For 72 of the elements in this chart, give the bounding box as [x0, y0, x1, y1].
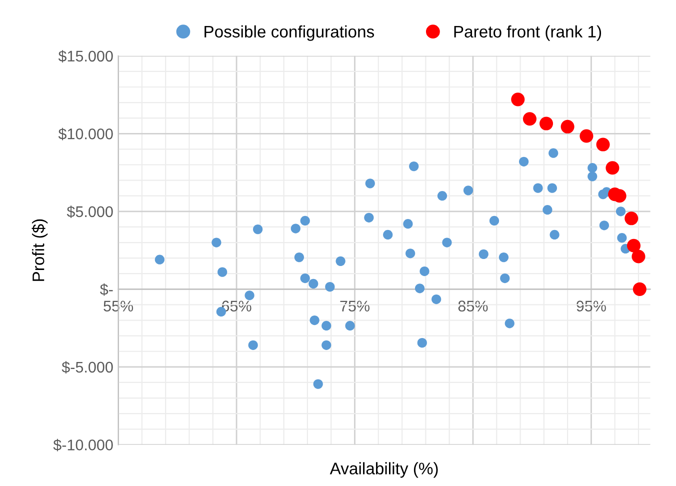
y-tick-label: $15.000: [58, 50, 113, 62]
y-tick-label: $-5.000: [62, 361, 113, 374]
point: [154, 254, 164, 264]
y-tick-label: $5.000: [66, 206, 113, 218]
point: [617, 233, 627, 243]
legend-label: Possible configurations: [204, 25, 374, 41]
point: [403, 219, 413, 229]
point: [533, 183, 543, 193]
point: [550, 230, 560, 240]
point: [632, 282, 646, 296]
y-axis-title: Profit ($): [32, 219, 48, 281]
point: [409, 162, 419, 172]
point: [588, 163, 598, 173]
point: [336, 256, 346, 266]
point: [599, 220, 610, 230]
y-tick-label: $10.000: [58, 128, 113, 140]
point: [420, 266, 430, 276]
point: [365, 178, 375, 188]
point: [547, 183, 557, 193]
x-tick-label: 55%: [104, 300, 134, 312]
point: [325, 282, 335, 292]
point: [345, 320, 355, 331]
point: [626, 238, 641, 252]
point: [542, 205, 552, 215]
point: [364, 212, 374, 222]
y-tick-label: $-10.000: [53, 438, 113, 452]
point: [522, 112, 536, 126]
point: [606, 161, 620, 175]
point: [437, 191, 448, 201]
point: [290, 224, 300, 234]
point: [218, 267, 228, 277]
point: [432, 294, 442, 304]
point: [442, 238, 452, 248]
point: [463, 186, 474, 196]
point: [248, 340, 258, 350]
point: [313, 379, 323, 389]
point: [478, 249, 488, 259]
point: [489, 216, 500, 226]
point: [580, 129, 594, 143]
point: [294, 252, 304, 262]
point: [632, 250, 646, 264]
point: [504, 318, 514, 328]
point: [300, 273, 310, 284]
point: [548, 148, 558, 158]
point: [511, 92, 525, 106]
point: [417, 338, 427, 348]
x-tick-label: 85%: [458, 300, 488, 312]
point: [406, 248, 416, 258]
point: [624, 212, 638, 226]
point: [616, 206, 626, 216]
point: [588, 172, 598, 182]
point: [560, 120, 574, 134]
point: [252, 224, 263, 234]
point: [414, 284, 425, 294]
point: [540, 116, 554, 130]
x-axis-title: Availability (%): [330, 462, 438, 478]
point: [212, 238, 222, 248]
point: [383, 230, 393, 240]
x-tick-label: 75%: [340, 300, 370, 312]
point: [500, 273, 510, 284]
point: [310, 315, 320, 326]
point: [322, 320, 332, 331]
point: [596, 138, 610, 152]
x-tick-label: 95%: [576, 300, 606, 312]
point: [308, 278, 318, 289]
point: [300, 216, 310, 226]
y-tick-label: $-: [100, 283, 113, 296]
point: [244, 290, 254, 300]
point: [519, 156, 529, 166]
legend-label: Pareto front (rank 1): [454, 25, 602, 41]
point: [322, 340, 332, 350]
point: [498, 252, 509, 262]
